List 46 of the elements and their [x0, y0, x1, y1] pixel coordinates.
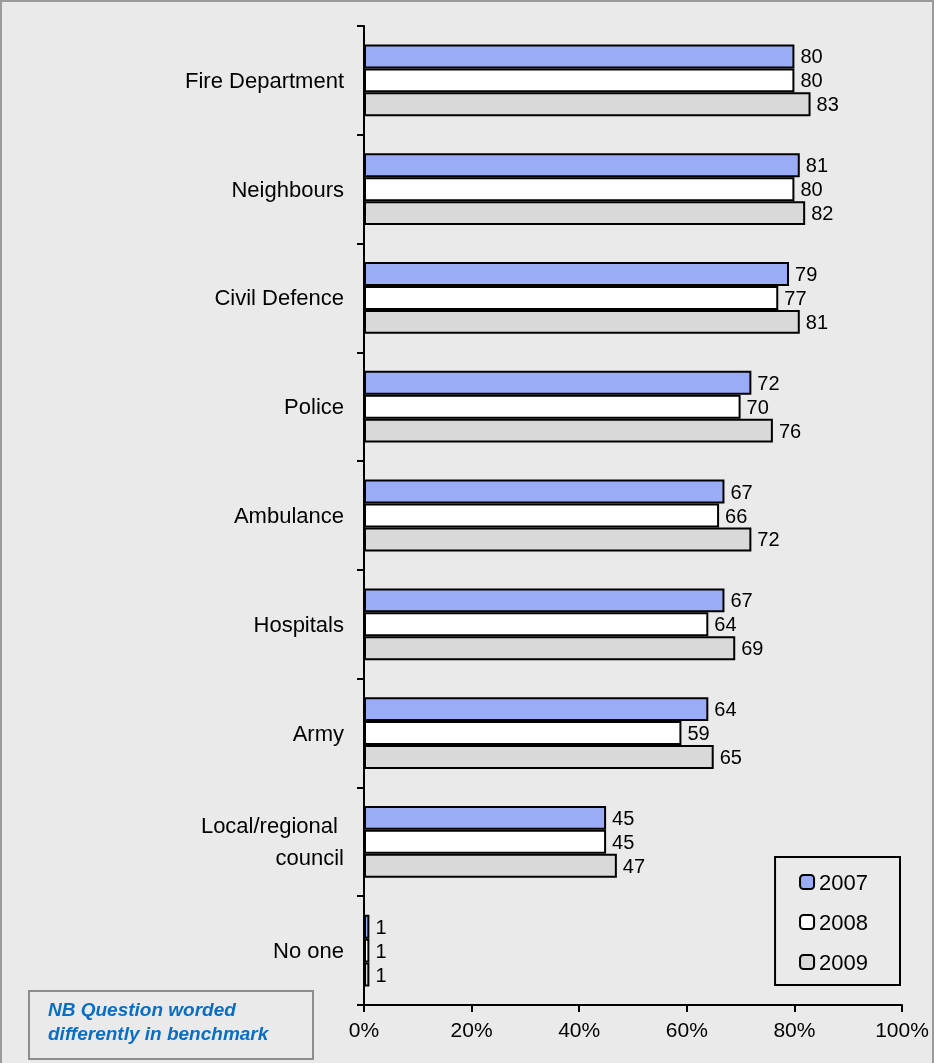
y-tick-label: Hospitals [253, 611, 344, 637]
data-label: 1 [375, 963, 387, 986]
data-label: 1 [375, 915, 387, 938]
x-tick-label: 60% [665, 1018, 708, 1041]
data-label: 83 [816, 93, 839, 116]
data-label: 1 [375, 939, 387, 962]
data-label: 67 [730, 589, 753, 612]
data-label: 81 [805, 310, 829, 333]
data-label: 79 [795, 263, 818, 286]
legend-label: 2007 [819, 869, 869, 895]
data-label: 80 [800, 69, 823, 92]
legend-label: 2008 [819, 909, 869, 935]
data-label: 47 [622, 854, 646, 877]
data-label: 69 [741, 637, 764, 660]
data-label: 64 [714, 698, 737, 721]
data-label: 77 [784, 286, 807, 309]
x-tick-label: 100% [875, 1018, 929, 1041]
data-label: 66 [725, 504, 748, 527]
y-tick-label: Ambulance [233, 503, 344, 528]
legend-label: 2009 [819, 949, 869, 975]
text: NB Question worded differently in benchmark [28, 990, 314, 1060]
x-tick-label: 40% [558, 1018, 601, 1041]
data-label: 65 [719, 745, 742, 768]
x-tick-label: 80% [773, 1018, 816, 1041]
data-label: 82 [811, 202, 834, 225]
y-tick-label: Army [292, 720, 344, 746]
data-label: 64 [714, 613, 737, 636]
x-tick-label: 0% [348, 1018, 380, 1041]
data-label: 76 [778, 419, 802, 442]
x-tick-label: 20% [450, 1018, 493, 1041]
data-label: 81 [805, 154, 829, 177]
y-tick-label: No one [273, 938, 344, 964]
data-label: 45 [612, 830, 635, 853]
y-tick-label: Civil Defence [214, 285, 344, 311]
data-label: 72 [757, 528, 780, 551]
y-tick-label: Local/regional council [200, 813, 344, 871]
data-label: 70 [746, 395, 769, 418]
data-label: 80 [800, 45, 823, 68]
y-tick-label: Fire Department [185, 67, 344, 93]
y-tick-label: Police [284, 394, 344, 420]
data-label: 59 [687, 722, 710, 745]
data-label: 72 [757, 371, 780, 394]
data-label: 45 [612, 806, 635, 829]
data-label: 80 [800, 178, 823, 201]
y-tick-label: Neighbours [231, 176, 344, 202]
data-label: 67 [730, 480, 753, 503]
